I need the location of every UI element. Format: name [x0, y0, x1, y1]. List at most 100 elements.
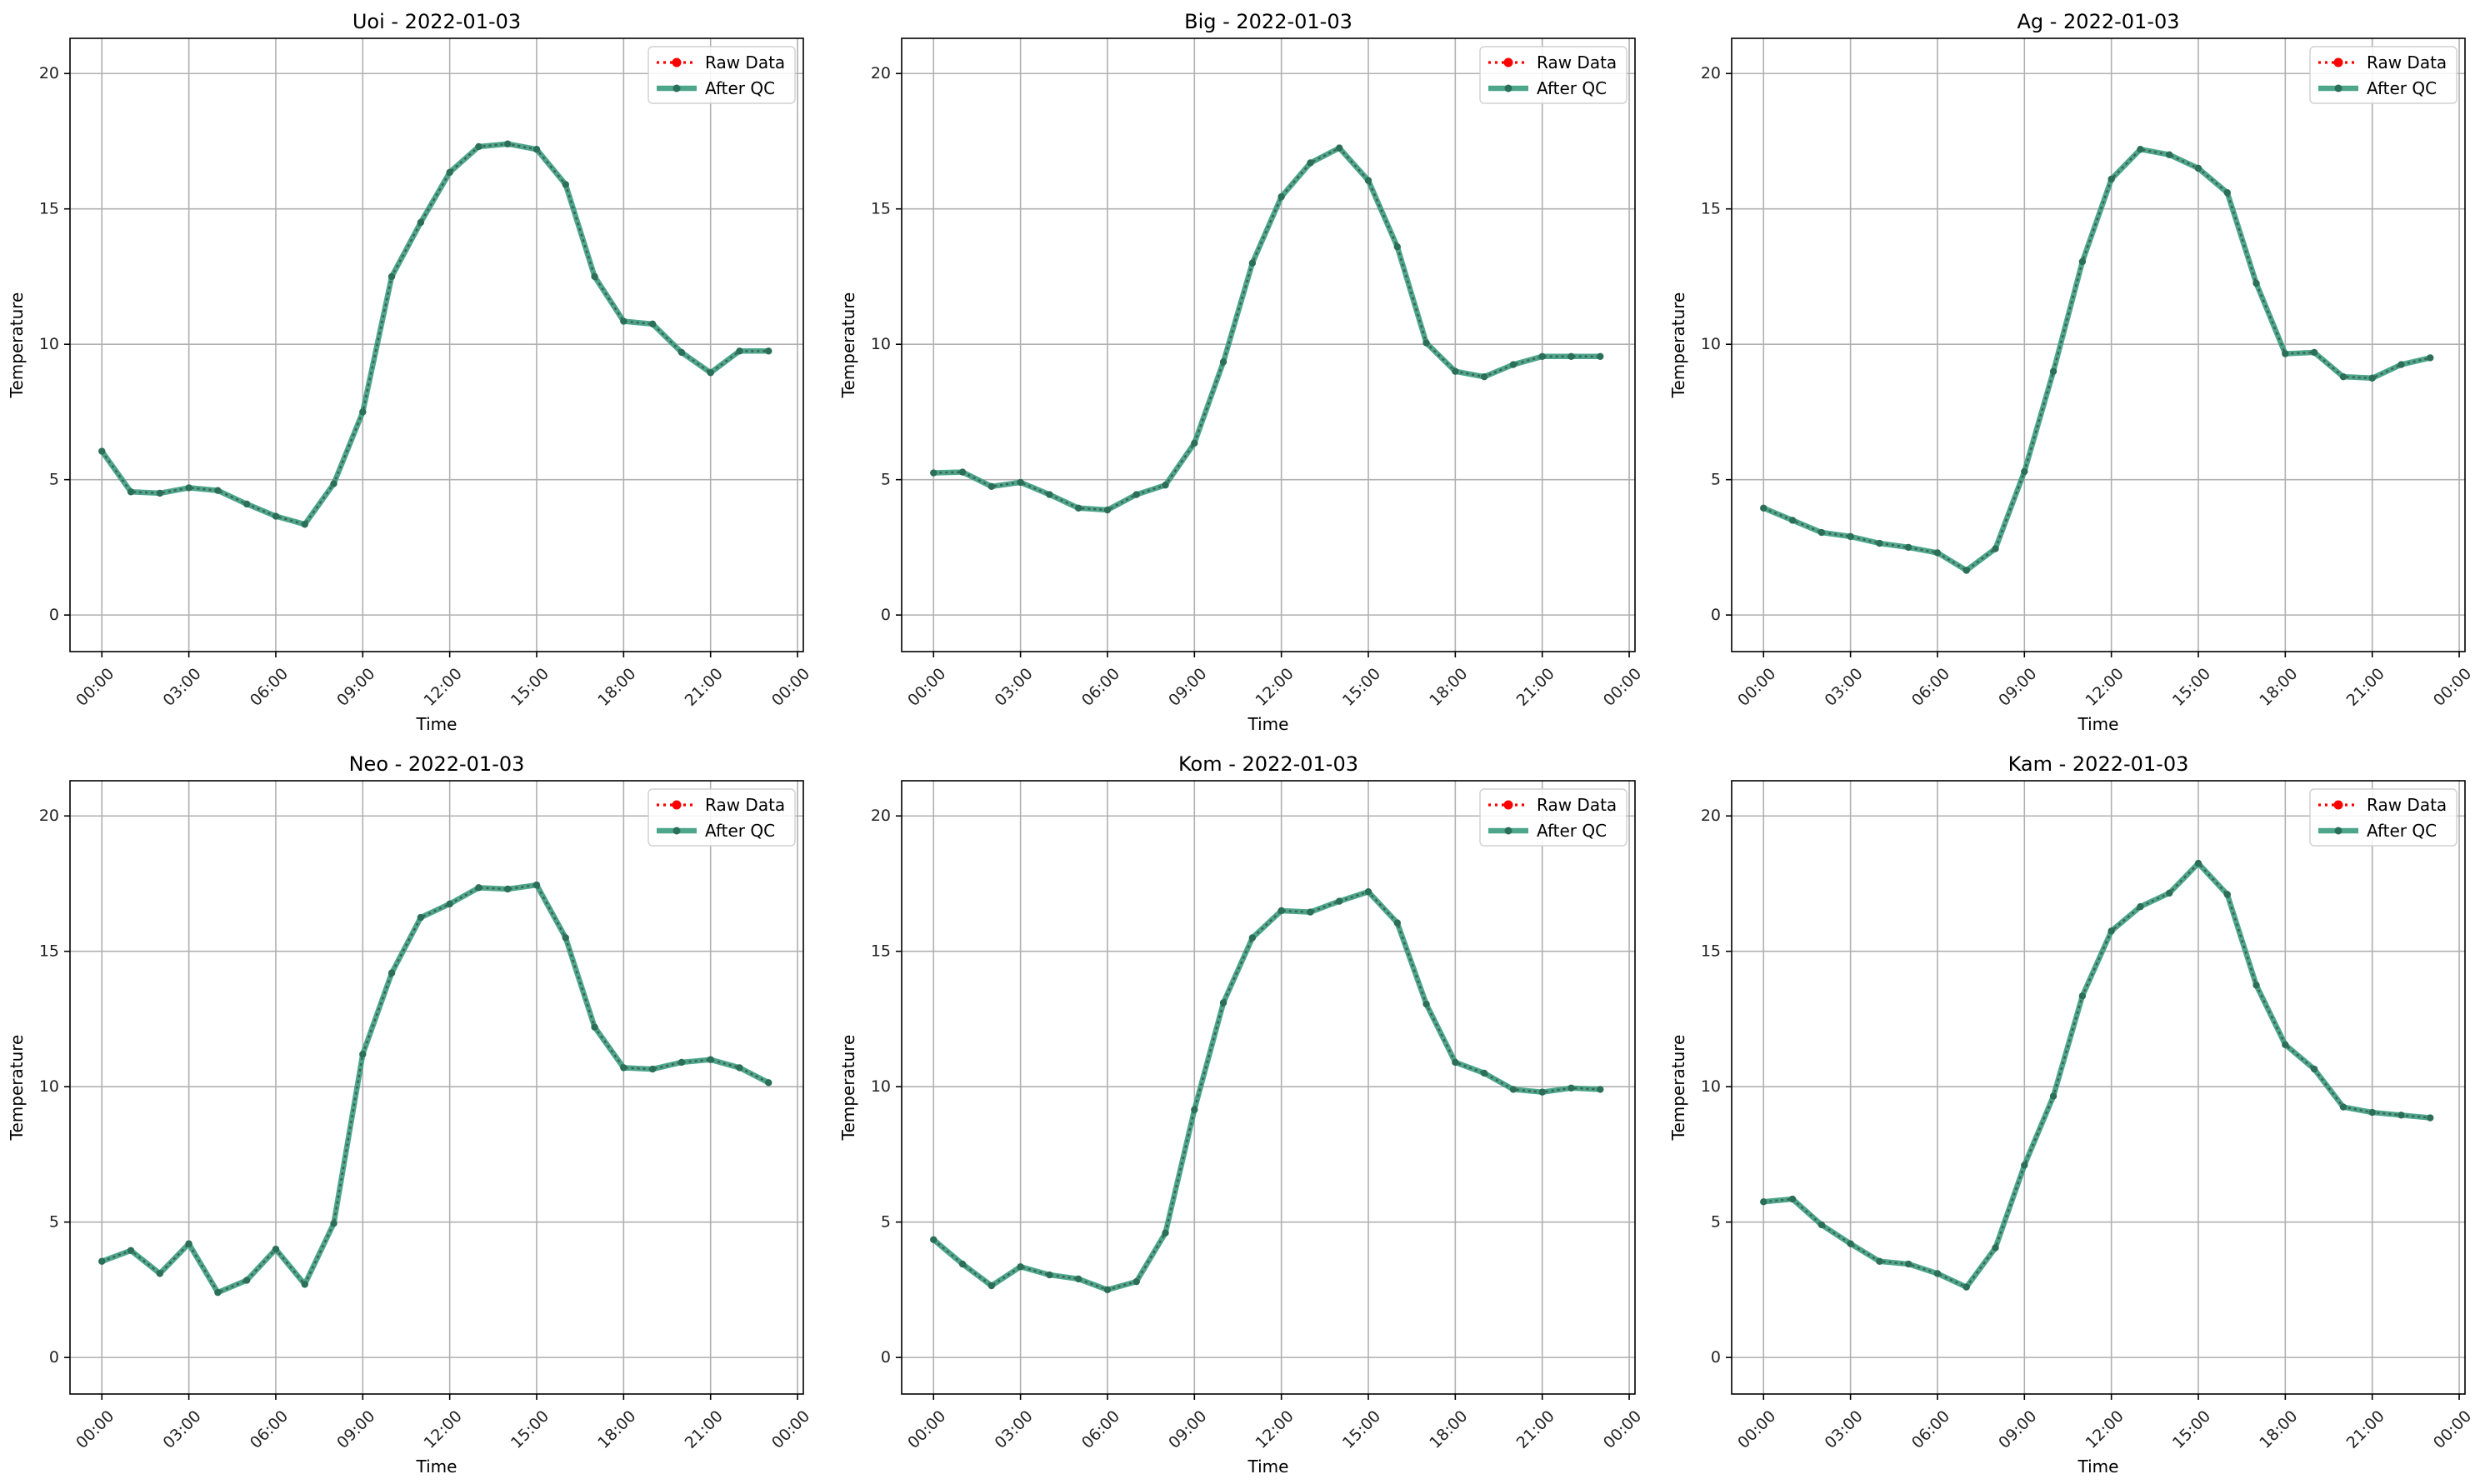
- data-point: [2339, 372, 2348, 381]
- data-point: [620, 317, 628, 325]
- y-tick-label: 10: [39, 335, 59, 353]
- plot-frame: [69, 37, 804, 652]
- x-tick-label: 00:00: [768, 1407, 813, 1452]
- y-tick-label: 5: [1711, 471, 1721, 489]
- data-point: [359, 1050, 367, 1058]
- data-point: [475, 142, 482, 151]
- data-point: [1336, 144, 1343, 152]
- data-point: [2078, 992, 2087, 1000]
- data-point: [958, 1260, 967, 1268]
- data-point: [707, 1056, 714, 1063]
- data-point: [1162, 481, 1169, 489]
- y-tick-label: 20: [1701, 807, 1721, 825]
- data-point: [2049, 1092, 2058, 1100]
- legend-marker-after-qc: [672, 84, 681, 92]
- legend: Raw Data After QC: [1479, 788, 1628, 847]
- data-point: [591, 1023, 598, 1031]
- data-point: [532, 881, 541, 889]
- data-point: [1278, 192, 1285, 201]
- data-point: [2282, 350, 2289, 357]
- chart-panel: 00:00 03:00 06:00 09:00 12:00 15:00 18:00 21:00…: [838, 10, 1645, 734]
- data-point: [1393, 919, 1401, 927]
- y-tick-label: 5: [49, 1213, 59, 1232]
- x-tick-label: 15:00: [508, 665, 552, 710]
- data-point: [417, 913, 425, 922]
- x-tick-label: 06:00: [1078, 1407, 1123, 1452]
- data-point: [1422, 1000, 1430, 1008]
- data-point: [2310, 1065, 2318, 1073]
- data-point: [446, 900, 453, 908]
- legend-marker-raw-data: [1503, 57, 1513, 67]
- data-point: [2108, 927, 2115, 935]
- series-line-after-qc: [101, 882, 770, 1296]
- data-point: [1568, 1084, 1575, 1092]
- data-point: [1597, 352, 1604, 361]
- data-point: [1307, 159, 1314, 167]
- y-axis-label: Temperature: [1668, 1035, 1688, 1142]
- data-point: [988, 482, 996, 490]
- legend-marker-raw-data: [2333, 57, 2343, 67]
- series-line-raw-data: [932, 891, 1601, 1292]
- data-point: [98, 447, 106, 455]
- data-point: [1509, 1086, 1518, 1093]
- data-point: [1933, 549, 1942, 557]
- x-tick-label: 21:00: [2343, 665, 2388, 710]
- x-tick-label: 12:00: [421, 665, 466, 710]
- legend-label-after-qc: After QC: [705, 78, 775, 98]
- data-point: [2252, 982, 2260, 989]
- chart-title: Big - 2022-01-03: [1184, 10, 1352, 33]
- plot-frame: [901, 780, 1636, 1395]
- y-axis-label: Temperature: [7, 292, 27, 399]
- data-point: [417, 218, 425, 227]
- data-point: [1017, 478, 1024, 487]
- data-point: [1538, 352, 1546, 361]
- data-point: [2368, 374, 2376, 382]
- data-point: [562, 181, 569, 188]
- data-point: [1568, 352, 1575, 361]
- data-point: [388, 969, 396, 977]
- data-point: [2166, 151, 2173, 158]
- y-tick-label: 15: [39, 942, 59, 961]
- x-tick-label: 00:00: [1734, 1407, 1779, 1452]
- data-point: [2108, 175, 2115, 183]
- legend-label-after-qc: After QC: [2367, 78, 2437, 98]
- x-tick-label: 18:00: [2256, 665, 2301, 710]
- y-tick-label: 20: [871, 807, 891, 825]
- data-point: [1132, 1277, 1140, 1286]
- data-point: [272, 1245, 280, 1253]
- data-point: [156, 1270, 164, 1277]
- data-point: [2368, 1108, 2376, 1117]
- x-tick-label: 09:00: [1165, 1407, 1210, 1452]
- x-tick-label: 06:00: [247, 1407, 292, 1452]
- legend: Raw Data After QC: [648, 46, 796, 104]
- legend-label-raw-data: Raw Data: [705, 52, 785, 72]
- x-axis-label: Time: [2078, 1457, 2119, 1477]
- data-point: [2223, 189, 2231, 197]
- data-point: [504, 885, 512, 893]
- x-tick-label: 15:00: [2169, 665, 2214, 710]
- legend-marker-raw-data: [2333, 800, 2343, 810]
- series-line-after-qc: [99, 141, 769, 527]
- legend-marker-after-qc: [1504, 827, 1512, 835]
- data-point: [1818, 528, 1826, 537]
- series-line-raw-data: [1763, 862, 2431, 1288]
- legend-label-raw-data: Raw Data: [2367, 52, 2447, 72]
- data-point: [532, 146, 541, 153]
- data-point: [765, 1079, 772, 1087]
- x-tick-label: 15:00: [1339, 1407, 1384, 1452]
- data-point: [620, 1064, 628, 1072]
- data-point: [1992, 1244, 1999, 1252]
- data-point: [214, 1288, 222, 1297]
- legend-label-after-qc: After QC: [1537, 78, 1607, 98]
- data-point: [242, 500, 251, 508]
- data-point: [930, 469, 938, 477]
- x-tick-label: 09:00: [333, 1407, 378, 1452]
- data-point: [2398, 361, 2405, 368]
- x-tick-label: 21:00: [682, 1407, 727, 1452]
- data-point: [678, 348, 686, 357]
- data-point: [388, 272, 396, 281]
- data-point: [1191, 439, 1198, 447]
- data-point: [1452, 367, 1459, 375]
- legend-label-raw-data: Raw Data: [705, 795, 785, 815]
- chart-panel: 00:00 03:00 06:00 09:00 12:00 15:00 18:00 21:00…: [1668, 752, 2475, 1477]
